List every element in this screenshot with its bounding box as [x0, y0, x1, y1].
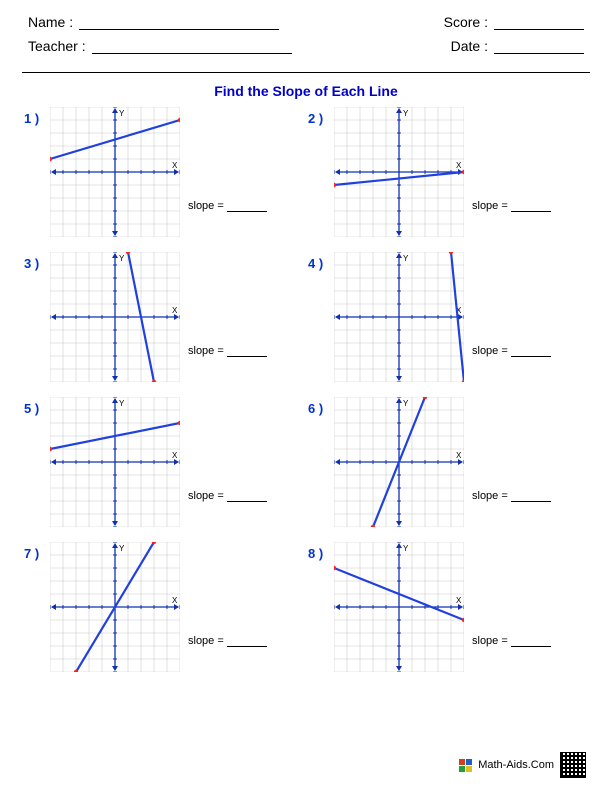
date-blank[interactable] [494, 40, 584, 54]
problem-number: 6 ) [308, 397, 330, 416]
footer-site: Math-Aids.Com [478, 759, 554, 771]
problem: 8 ) XY slope = [308, 542, 588, 675]
score-label: Score : [444, 14, 488, 30]
problem: 6 ) XY slope = [308, 397, 588, 530]
graph-wrap: XY slope = [50, 107, 180, 240]
coordinate-graph: XY [50, 542, 180, 672]
graph-wrap: XY slope = [50, 252, 180, 385]
slope-label: slope = [188, 490, 224, 502]
graph-wrap: XY slope = [334, 397, 464, 530]
graph-wrap: XY slope = [334, 542, 464, 675]
slope-label: slope = [472, 635, 508, 647]
logo-icon [459, 759, 472, 772]
teacher-label: Teacher : [28, 38, 86, 54]
date-label: Date : [451, 38, 488, 54]
slope-blank[interactable] [227, 202, 267, 212]
slope-label: slope = [188, 200, 224, 212]
svg-text:X: X [456, 161, 462, 170]
coordinate-graph: XY [334, 542, 464, 672]
name-blank[interactable] [79, 16, 279, 30]
problem: 3 ) XY slope = [24, 252, 304, 385]
name-field: Name : [28, 14, 279, 30]
slope-label: slope = [472, 490, 508, 502]
svg-text:X: X [456, 451, 462, 460]
slope-blank[interactable] [511, 492, 551, 502]
slope-field: slope = [472, 345, 551, 357]
slope-blank[interactable] [227, 492, 267, 502]
slope-field: slope = [188, 200, 267, 212]
coordinate-graph: XY [334, 397, 464, 527]
problem-number: 7 ) [24, 542, 46, 561]
slope-field: slope = [188, 490, 267, 502]
slope-blank[interactable] [511, 202, 551, 212]
slope-label: slope = [472, 200, 508, 212]
coordinate-graph: XY [334, 252, 464, 382]
problem: 4 ) XY slope = [308, 252, 588, 385]
graph-wrap: XY slope = [50, 397, 180, 530]
svg-text:X: X [172, 596, 178, 605]
slope-label: slope = [188, 635, 224, 647]
svg-text:Y: Y [119, 399, 125, 408]
problem-number: 8 ) [308, 542, 330, 561]
slope-label: slope = [472, 345, 508, 357]
slope-label: slope = [188, 345, 224, 357]
slope-blank[interactable] [511, 347, 551, 357]
coordinate-graph: XY [50, 252, 180, 382]
slope-blank[interactable] [511, 637, 551, 647]
worksheet-header: Name : Score : Teacher : Date : [0, 0, 612, 68]
svg-text:X: X [172, 306, 178, 315]
score-field: Score : [444, 14, 584, 30]
problem: 2 ) XY slope = [308, 107, 588, 240]
svg-text:Y: Y [403, 544, 409, 553]
slope-field: slope = [472, 490, 551, 502]
slope-field: slope = [188, 345, 267, 357]
footer: Math-Aids.Com [459, 752, 586, 778]
name-label: Name : [28, 14, 73, 30]
problem-number: 4 ) [308, 252, 330, 271]
teacher-blank[interactable] [92, 40, 292, 54]
svg-text:Y: Y [403, 254, 409, 263]
page-title: Find the Slope of Each Line [0, 83, 612, 99]
graph-wrap: XY slope = [50, 542, 180, 675]
score-blank[interactable] [494, 16, 584, 30]
problem: 5 ) XY slope = [24, 397, 304, 530]
problem-number: 1 ) [24, 107, 46, 126]
svg-text:X: X [456, 596, 462, 605]
problem-number: 5 ) [24, 397, 46, 416]
slope-field: slope = [472, 200, 551, 212]
problem: 1 ) XY slope = [24, 107, 304, 240]
svg-text:Y: Y [403, 399, 409, 408]
svg-text:Y: Y [119, 109, 125, 118]
problem-number: 2 ) [308, 107, 330, 126]
svg-text:Y: Y [119, 254, 125, 263]
header-divider [22, 72, 590, 73]
slope-field: slope = [188, 635, 267, 647]
problem: 7 ) XY slope = [24, 542, 304, 675]
problems-grid: 1 ) XY slope = 2 ) XY slope = 3 ) XY slo… [0, 107, 612, 675]
coordinate-graph: XY [50, 397, 180, 527]
slope-blank[interactable] [227, 637, 267, 647]
teacher-field: Teacher : [28, 38, 292, 54]
coordinate-graph: XY [50, 107, 180, 237]
slope-blank[interactable] [227, 347, 267, 357]
problem-number: 3 ) [24, 252, 46, 271]
graph-wrap: XY slope = [334, 107, 464, 240]
coordinate-graph: XY [334, 107, 464, 237]
graph-wrap: XY slope = [334, 252, 464, 385]
date-field: Date : [451, 38, 584, 54]
svg-text:Y: Y [119, 544, 125, 553]
svg-text:X: X [172, 451, 178, 460]
slope-field: slope = [472, 635, 551, 647]
svg-text:Y: Y [403, 109, 409, 118]
qr-code-icon [560, 752, 586, 778]
svg-text:X: X [172, 161, 178, 170]
